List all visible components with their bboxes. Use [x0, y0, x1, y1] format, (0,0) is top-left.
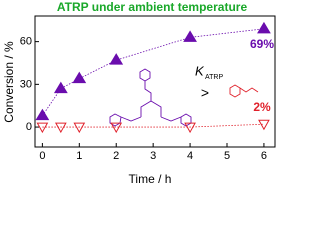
- marker: [184, 122, 196, 134]
- annotation: K: [195, 63, 205, 78]
- marker: [72, 71, 87, 84]
- marker: [109, 53, 124, 65]
- x-tick-label: 0: [39, 150, 45, 162]
- marker: [35, 108, 50, 121]
- chart: ATRP under ambient temperature Time / h …: [2, 0, 276, 186]
- reference-molecule: [229, 84, 259, 98]
- marker: [257, 21, 271, 34]
- y-tick-label: 30: [20, 78, 32, 90]
- x-tick-label: 6: [261, 150, 267, 162]
- marker: [73, 122, 86, 134]
- marker: [110, 122, 123, 134]
- x-tick-label: 4: [187, 150, 193, 162]
- chart-title: ATRP under ambient temperature: [57, 0, 248, 14]
- x-tick-label: 5: [224, 150, 230, 162]
- x-tick-label: 2: [113, 150, 119, 162]
- y-tick-label: 0: [26, 121, 32, 133]
- y-tick-label: 60: [20, 36, 32, 48]
- y-axis-label: Conversion / %: [2, 41, 16, 123]
- series-line: [42, 28, 264, 116]
- marker: [36, 122, 49, 134]
- marker: [258, 119, 270, 131]
- annotation: 2%: [253, 100, 271, 114]
- marker: [53, 81, 68, 94]
- x-axis-label: Time / h: [129, 172, 172, 186]
- plot-frame: [34, 15, 276, 148]
- annotation: 69%: [250, 37, 274, 51]
- marker: [183, 30, 197, 42]
- annotation: >: [201, 85, 209, 101]
- molecule: [109, 68, 192, 127]
- marker: [54, 122, 67, 134]
- x-tick-label: 1: [76, 150, 82, 162]
- x-tick-label: 3: [150, 150, 156, 162]
- annotation: ATRP: [205, 74, 223, 81]
